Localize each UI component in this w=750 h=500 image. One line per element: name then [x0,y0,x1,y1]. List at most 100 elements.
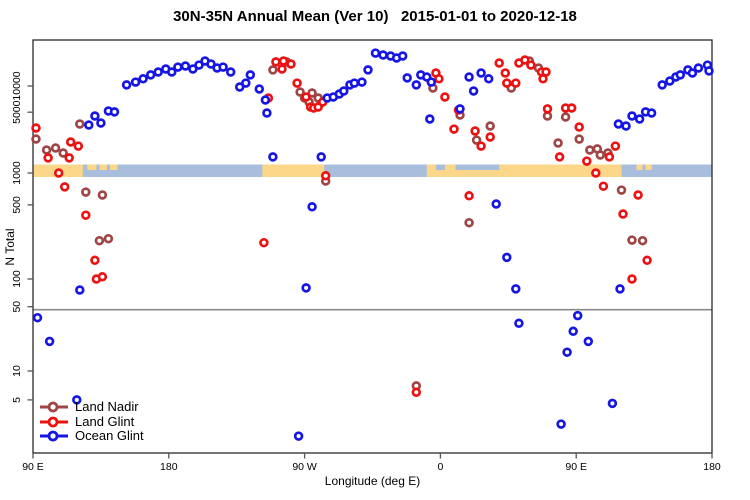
map-sea-segment [435,164,445,170]
data-point [582,156,592,166]
data-point [103,233,114,244]
data-point [31,123,41,133]
data-point [616,185,627,195]
map-island-segment [87,164,97,170]
data-point [75,285,85,295]
map-island-segment [636,164,643,170]
data-point [675,70,686,80]
y-axis-title: N Total [3,228,17,266]
svg-text:500: 500 [11,196,23,214]
data-point [50,143,61,153]
data-point [511,284,521,294]
data-point [268,65,278,75]
data-point [81,210,91,220]
data-point [295,87,305,97]
data-point [464,217,474,228]
data-point [363,65,373,75]
data-point [97,190,108,200]
chart-title: 30N-35N Annual Mean (Ver 10) 2015-01-01 … [173,8,577,25]
svg-text:5: 5 [11,397,23,403]
data-point [31,134,41,144]
svg-text:90 W: 90 W [292,461,317,473]
svg-text:50: 50 [11,301,23,313]
data-point [245,70,256,80]
data-point [41,145,52,155]
data-point [598,181,609,191]
svg-text:10000: 10000 [11,71,23,100]
ocean-glint-marker-icon [40,430,68,442]
data-point [455,104,465,114]
legend-label: Ocean Glint [75,428,144,444]
svg-text:5000: 5000 [11,100,23,124]
data-point [286,59,296,69]
legend-label: Land Nadir [75,399,139,415]
data-point [520,55,530,65]
plot-box [32,39,713,454]
data-point [583,336,594,347]
data-point [96,118,106,128]
data-point [449,124,459,134]
data-point [485,132,495,142]
data-point [637,235,648,246]
data-point [307,88,317,98]
svg-text:100: 100 [11,270,23,288]
series-land-nadir-points [31,56,648,391]
data-point [556,419,566,429]
data-point [121,80,132,90]
data-point [130,77,141,87]
land-nadir-marker-icon [40,401,68,413]
data-point [109,107,120,117]
data-point [627,111,637,121]
legend-item-land-nadir: Land Nadir [39,400,144,415]
data-point [464,72,474,82]
legend-item-ocean-glint: Ocean Glint [39,429,144,444]
data-point [476,68,486,78]
data-point [657,80,667,90]
land-glint-marker-icon [40,416,68,428]
data-point [90,111,100,121]
data-point [627,274,637,284]
data-point [618,209,628,219]
data-point [693,63,704,73]
data-point [613,119,624,129]
data-point [301,92,311,102]
x-axis-title: Longitude (deg E) [324,474,421,488]
data-point [425,114,435,124]
svg-text:1000: 1000 [11,161,23,185]
data-point [32,312,43,323]
data-point [292,78,302,88]
data-point [642,255,652,266]
map-island-segment [99,164,107,170]
data-point [464,191,474,201]
data-point [574,134,584,144]
data-point [585,145,595,155]
data-point [615,284,625,294]
data-point [59,182,70,192]
data-point [262,108,272,118]
x-axis-ticks: 90 E 180 90 W 0 90 E 180 [22,453,721,473]
data-point [206,59,216,69]
data-point [259,237,269,248]
data-point [704,66,714,76]
data-point [293,431,304,441]
data-point [411,387,422,398]
data-point [610,141,621,151]
data-point [566,103,577,113]
data-point [634,114,645,124]
data-point [568,326,578,337]
data-point [58,148,68,158]
data-point [81,187,91,197]
legend: Land Nadir Land Glint Ocean Glint [39,400,144,444]
data-point [53,168,64,178]
data-point [562,347,572,357]
data-point [278,56,289,66]
data-point [44,336,55,347]
data-point [402,73,412,83]
legend-item-land-glint: Land Glint [39,414,144,430]
data-point [75,119,85,129]
data-point [633,190,643,200]
data-point [591,168,601,178]
data-point [426,77,437,87]
